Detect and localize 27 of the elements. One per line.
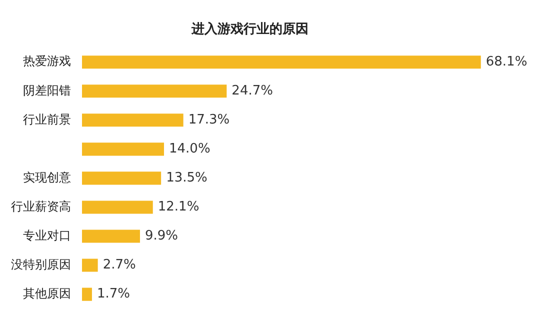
data-label: 24.7% bbox=[232, 84, 273, 99]
y-tick-label: 专业对口 bbox=[23, 228, 71, 242]
bar bbox=[82, 200, 153, 214]
y-tick-label: 热爱游戏 bbox=[23, 54, 71, 68]
data-label: 14.0% bbox=[169, 142, 210, 157]
data-label: 12.1% bbox=[158, 200, 200, 215]
y-tick-label: 没特别原因 bbox=[11, 257, 71, 272]
bar bbox=[82, 142, 164, 156]
y-tick-label: 其他原因 bbox=[23, 286, 71, 300]
y-tick-label: 行业薪资高 bbox=[11, 199, 71, 214]
data-label: 1.7% bbox=[96, 286, 130, 302]
data-label: 68.1% bbox=[486, 54, 528, 70]
bar bbox=[82, 288, 92, 301]
data-label: 17.3% bbox=[188, 112, 230, 128]
bar bbox=[82, 84, 227, 98]
data-label: 13.5% bbox=[166, 170, 208, 186]
chart-title: 进入游戏行业的原因 bbox=[190, 21, 308, 38]
bar bbox=[82, 230, 140, 243]
bar bbox=[82, 114, 184, 127]
data-label: 2.7% bbox=[102, 258, 136, 273]
bar bbox=[82, 56, 481, 69]
data-label: 9.9% bbox=[144, 228, 178, 244]
y-tick-label: 行业前景 bbox=[23, 112, 71, 126]
y-tick-label: 实现创意 bbox=[23, 170, 71, 184]
bar bbox=[82, 172, 162, 185]
y-tick-label: 阴差阳错 bbox=[23, 83, 71, 98]
bar bbox=[82, 258, 98, 272]
